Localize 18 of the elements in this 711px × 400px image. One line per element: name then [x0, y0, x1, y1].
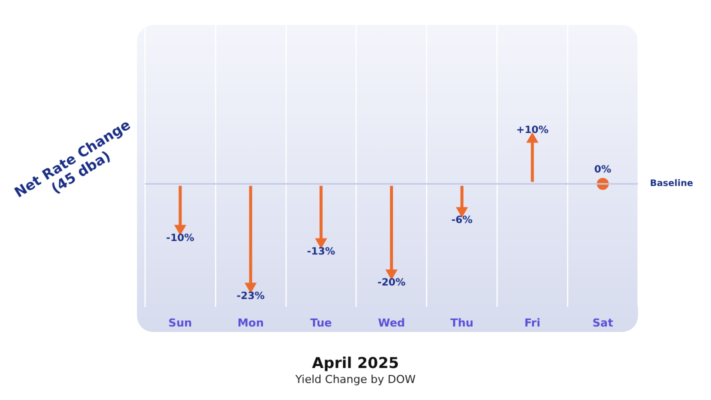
text: Yield Change by DOW	[294, 373, 417, 386]
x-tick-label: Fri	[524, 316, 540, 330]
data-label: -6%	[451, 215, 472, 226]
ref-line-label: Baseline	[650, 179, 694, 190]
data-label: 0%	[594, 164, 612, 176]
data-label: -23%	[236, 290, 265, 302]
x-tick-label: Wed	[378, 316, 406, 330]
x-tick-label: Mon	[237, 316, 264, 330]
text: April 2025	[311, 354, 400, 372]
x-tick-label: Tue	[310, 316, 332, 330]
x-tick-label: Sun	[168, 316, 192, 330]
x-tick-label: Sat	[592, 316, 614, 330]
x-tick-label: Thu	[450, 316, 474, 330]
data-label: -20%	[377, 278, 406, 289]
data-label: -13%	[307, 246, 336, 258]
point	[526, 132, 538, 143]
data-label: +10%	[516, 124, 549, 136]
data-label: -10%	[166, 232, 194, 244]
